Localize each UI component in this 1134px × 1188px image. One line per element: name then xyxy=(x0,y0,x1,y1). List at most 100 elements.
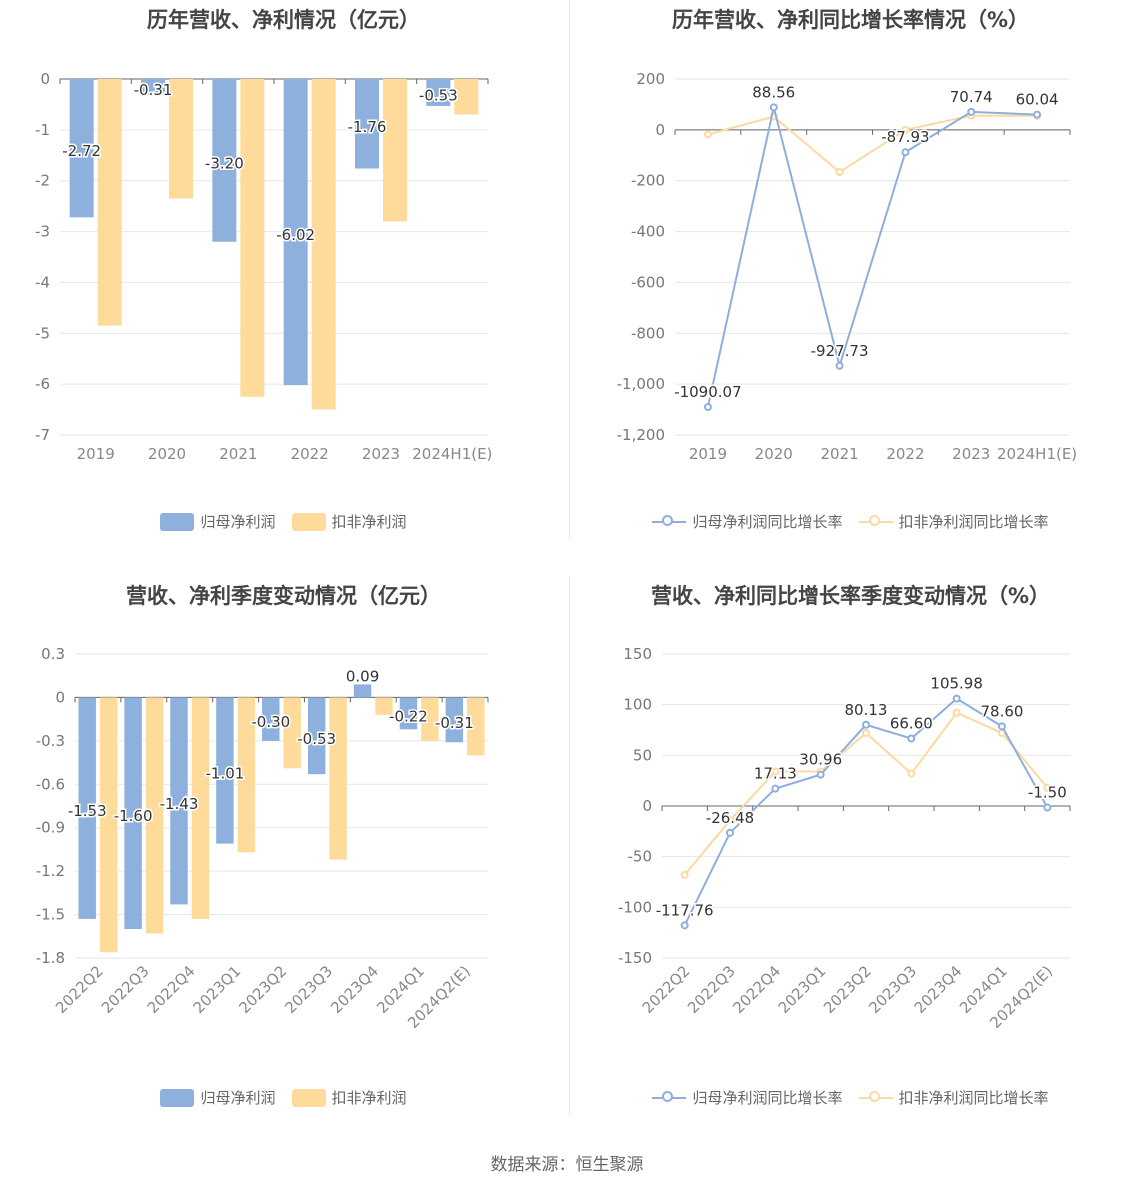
point-deducted-growth xyxy=(862,729,870,738)
data-label: -117.76 xyxy=(656,901,714,919)
y-tick-label: -0.9 xyxy=(36,819,65,837)
y-tick-label: 100 xyxy=(623,696,652,714)
y-tick-label: -1.2 xyxy=(36,862,65,880)
x-tick-label: 2024H1(E) xyxy=(997,445,1077,463)
point-deducted-growth xyxy=(907,769,916,778)
bar-parent-net-profit xyxy=(78,697,96,919)
point-deducted-growth xyxy=(952,708,961,717)
data-label: -927.73 xyxy=(811,342,869,360)
y-tick-label: -400 xyxy=(631,223,665,241)
data-label: -0.31 xyxy=(134,81,173,99)
point-parent-growth xyxy=(816,770,825,779)
x-tick-label: 2023Q1 xyxy=(190,962,245,1017)
point-parent-growth xyxy=(703,403,712,412)
legend-swatch-blue xyxy=(160,512,195,531)
legend-label: 归母净利润同比增长率 xyxy=(692,513,843,531)
legend-label: 扣非净利润 xyxy=(331,513,407,531)
point-parent-growth xyxy=(998,722,1006,731)
data-label: -3.20 xyxy=(205,154,244,172)
data-label: -1.76 xyxy=(348,118,387,136)
chart-legend[interactable]: 归母净利润 扣非净利润 xyxy=(0,511,567,532)
data-label: 80.13 xyxy=(845,701,888,719)
chart-legend[interactable]: 归母净利润 扣非净利润 xyxy=(0,1087,567,1108)
data-label: -2.72 xyxy=(62,142,101,160)
x-tick-label: 2022Q2 xyxy=(639,962,694,1017)
legend-item-deducted-growth[interactable]: 扣非净利润同比增长率 xyxy=(858,1087,1049,1108)
x-tick-label: 2022 xyxy=(291,445,329,463)
x-tick-label: 2021 xyxy=(219,445,257,463)
chart-title: 历年营收、净利同比增长率情况（%） xyxy=(671,8,1030,32)
data-label: -1.60 xyxy=(114,807,153,825)
bar-deducted-net-profit xyxy=(191,697,210,919)
bar-parent-net-profit xyxy=(69,79,94,218)
x-tick-label: 2023Q4 xyxy=(327,962,382,1017)
bar-deducted-net-profit xyxy=(467,697,485,756)
bar-deducted-net-profit xyxy=(283,697,301,769)
legend-item-parent-net-profit[interactable]: 归母净利润 xyxy=(160,1087,276,1108)
y-tick-label: -4 xyxy=(35,273,50,291)
chart-title: 历年营收、净利情况（亿元） xyxy=(147,8,420,32)
data-label: 17.13 xyxy=(754,765,797,783)
bar-deducted-net-profit xyxy=(145,697,164,934)
panel-divider xyxy=(569,576,570,1116)
bar-parent-net-profit xyxy=(216,697,234,844)
y-tick-label: 150 xyxy=(623,645,652,663)
data-label: 78.60 xyxy=(981,702,1024,720)
y-tick-label: 0.3 xyxy=(41,645,65,663)
bar-deducted-net-profit xyxy=(383,79,407,222)
legend-item-parent-net-profit[interactable]: 归母净利润 xyxy=(160,511,276,532)
bar-parent-net-profit xyxy=(170,697,188,905)
bar-parent-net-profit xyxy=(353,684,372,698)
point-parent-growth xyxy=(771,784,780,793)
legend-item-deducted-net-profit[interactable]: 扣非净利润 xyxy=(291,511,407,532)
y-tick-label: -100 xyxy=(618,898,652,916)
chart-legend[interactable]: 归母净利润同比增长率 扣非净利润同比增长率 xyxy=(567,511,1134,532)
y-tick-label: 0 xyxy=(642,797,652,815)
bar-parent-net-profit xyxy=(445,697,464,743)
y-tick-label: -0.3 xyxy=(36,732,65,750)
legend-item-parent-growth[interactable]: 归母净利润同比增长率 xyxy=(652,511,843,532)
y-tick-label: 0 xyxy=(55,688,65,706)
legend-line-blue-icon xyxy=(652,513,687,531)
y-tick-label: -6 xyxy=(35,375,50,393)
chart-legend[interactable]: 归母净利润同比增长率 扣非净利润同比增长率 xyxy=(567,1087,1134,1108)
point-deducted-growth xyxy=(901,125,910,134)
data-label: -6.02 xyxy=(276,226,315,244)
legend-item-parent-growth[interactable]: 归母净利润同比增长率 xyxy=(652,1087,843,1108)
point-parent-growth xyxy=(1043,803,1052,812)
panel-divider xyxy=(569,0,570,540)
chart-title: 营收、净利季度变动情况（亿元） xyxy=(126,584,441,608)
point-parent-growth xyxy=(726,828,734,837)
legend-item-deducted-growth[interactable]: 扣非净利润同比增长率 xyxy=(858,511,1049,532)
y-tick-label: -7 xyxy=(35,426,50,444)
legend-item-deducted-net-profit[interactable]: 扣非净利润 xyxy=(291,1087,407,1108)
y-tick-label: 200 xyxy=(636,70,665,88)
bar-deducted-net-profit xyxy=(311,79,336,410)
point-deducted-growth xyxy=(680,870,689,879)
y-tick-label: 0 xyxy=(40,70,50,88)
data-label: 30.96 xyxy=(799,751,842,769)
x-tick-label: 2019 xyxy=(689,445,727,463)
y-tick-label: -2 xyxy=(35,172,50,190)
data-label: 60.04 xyxy=(1016,91,1059,109)
data-label: -0.31 xyxy=(435,714,474,732)
x-tick-label: 2022Q4 xyxy=(729,962,784,1017)
legend-line-blue-icon xyxy=(652,1089,687,1107)
y-tick-label: -600 xyxy=(631,273,665,291)
y-tick-label: -1,200 xyxy=(617,426,665,444)
legend-line-orange-icon xyxy=(858,1089,893,1107)
bar-parent-net-profit xyxy=(426,79,451,106)
x-tick-label: 2022Q4 xyxy=(144,962,199,1017)
data-label: -87.93 xyxy=(881,128,929,146)
y-tick-label: -0.6 xyxy=(36,775,65,793)
legend-swatch-orange xyxy=(291,512,326,531)
data-label: 70.74 xyxy=(950,88,993,106)
x-tick-label: 2024H1(E) xyxy=(412,445,492,463)
legend-label: 归母净利润同比增长率 xyxy=(692,1089,843,1107)
bar-deducted-net-profit xyxy=(375,697,393,715)
data-label: -1.50 xyxy=(1028,784,1067,802)
y-tick-label: -1,000 xyxy=(617,375,665,393)
x-tick-label: 2020 xyxy=(755,445,793,463)
data-label: -0.30 xyxy=(251,713,290,731)
x-tick-label: 2022Q3 xyxy=(684,962,739,1017)
